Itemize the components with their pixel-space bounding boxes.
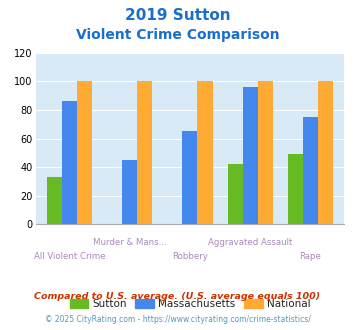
Bar — [62, 101, 77, 224]
Bar — [197, 82, 213, 224]
Text: Robbery: Robbery — [172, 252, 208, 261]
Text: Compared to U.S. average. (U.S. average equals 100): Compared to U.S. average. (U.S. average … — [34, 292, 321, 301]
Text: © 2025 CityRating.com - https://www.cityrating.com/crime-statistics/: © 2025 CityRating.com - https://www.city… — [45, 315, 310, 324]
Text: 2019 Sutton: 2019 Sutton — [125, 8, 230, 23]
Text: Violent Crime Comparison: Violent Crime Comparison — [76, 28, 279, 42]
Text: All Violent Crime: All Violent Crime — [34, 252, 105, 261]
Legend: Sutton, Massachusetts, National: Sutton, Massachusetts, National — [65, 295, 315, 313]
Bar — [228, 164, 243, 224]
Bar — [303, 117, 318, 224]
Text: Rape: Rape — [300, 252, 321, 261]
Text: Aggravated Assault: Aggravated Assault — [208, 238, 293, 247]
Text: Murder & Mans...: Murder & Mans... — [93, 238, 166, 247]
Bar — [182, 131, 197, 224]
Bar — [243, 87, 258, 224]
Bar — [288, 154, 303, 224]
Bar — [137, 82, 152, 224]
Bar — [318, 82, 333, 224]
Bar — [258, 82, 273, 224]
Bar — [47, 177, 62, 224]
Bar — [122, 160, 137, 224]
Bar — [77, 82, 92, 224]
